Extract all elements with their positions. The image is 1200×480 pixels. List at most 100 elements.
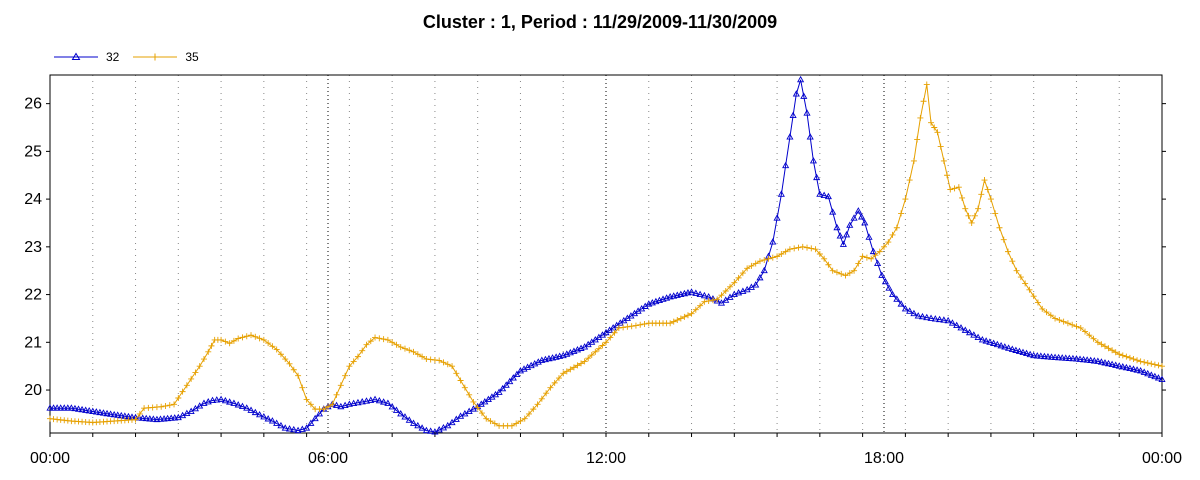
data-point-32 xyxy=(735,289,743,296)
data-point-32 xyxy=(401,413,409,420)
data-point-35 xyxy=(132,416,139,423)
data-point-32 xyxy=(1126,364,1134,372)
data-point-32 xyxy=(234,401,242,408)
data-point-35 xyxy=(947,186,954,193)
data-point-32 xyxy=(1158,375,1166,382)
data-point-35 xyxy=(722,287,729,294)
data-point-35 xyxy=(363,341,370,348)
data-point-32 xyxy=(1008,345,1016,352)
data-point-35 xyxy=(389,339,396,346)
data-point-32 xyxy=(836,232,844,239)
data-point-32 xyxy=(1087,356,1095,364)
data-point-32 xyxy=(388,402,396,410)
y-tick-label: 21 xyxy=(24,334,42,351)
data-point-32 xyxy=(944,316,952,324)
data-point-35 xyxy=(978,191,985,198)
data-point-32 xyxy=(800,92,808,99)
data-point-32 xyxy=(156,415,165,422)
data-point-32 xyxy=(506,377,514,385)
data-point-35 xyxy=(951,185,958,192)
data-point-35 xyxy=(752,260,759,267)
data-point-35 xyxy=(971,212,978,219)
data-point-32 xyxy=(64,404,72,411)
data-point-35 xyxy=(674,317,681,324)
data-point-35 xyxy=(175,394,182,401)
data-point-32 xyxy=(509,374,517,381)
data-point-32 xyxy=(857,213,866,220)
data-point-32 xyxy=(350,399,358,407)
data-point-32 xyxy=(392,406,400,413)
data-point-32 xyxy=(820,191,828,198)
data-point-32 xyxy=(452,415,460,422)
data-point-35 xyxy=(1086,332,1093,339)
data-point-35 xyxy=(1060,318,1067,325)
data-point-32 xyxy=(409,419,418,426)
data-point-32 xyxy=(208,396,217,403)
data-point-35 xyxy=(1056,317,1063,324)
data-point-32 xyxy=(1101,359,1109,366)
data-point-32 xyxy=(816,190,824,197)
data-point-32 xyxy=(713,297,721,304)
data-point-35 xyxy=(714,296,721,303)
data-point-32 xyxy=(247,406,255,413)
data-point-32 xyxy=(1005,344,1013,351)
data-point-35 xyxy=(981,177,988,184)
data-point-32 xyxy=(1072,355,1081,362)
data-point-35 xyxy=(795,244,802,251)
data-point-35 xyxy=(1026,286,1033,293)
data-point-35 xyxy=(166,402,173,409)
data-point-32 xyxy=(311,414,319,422)
data-point-32 xyxy=(839,240,847,247)
data-point-35 xyxy=(449,363,456,370)
data-point-32 xyxy=(756,273,764,281)
data-point-32 xyxy=(139,414,147,421)
data-point-32 xyxy=(204,398,212,405)
data-point-32 xyxy=(422,426,430,434)
y-tick-label: 22 xyxy=(24,287,42,304)
data-point-32 xyxy=(414,421,422,429)
data-point-35 xyxy=(718,292,725,299)
data-point-35 xyxy=(563,368,570,375)
data-point-32 xyxy=(298,425,306,432)
data-point-35 xyxy=(329,401,336,408)
data-point-32 xyxy=(874,259,882,266)
data-point-35 xyxy=(466,391,473,398)
data-point-32 xyxy=(914,312,922,319)
data-point-32 xyxy=(1001,343,1009,350)
data-point-35 xyxy=(1077,324,1084,331)
data-point-32 xyxy=(82,406,90,413)
data-point-32 xyxy=(885,284,893,291)
legend-item-35: 35 xyxy=(133,50,199,64)
data-point-32 xyxy=(230,399,238,406)
data-point-32 xyxy=(850,214,858,221)
data-point-32 xyxy=(238,402,247,410)
data-point-35 xyxy=(1013,267,1020,274)
data-point-35 xyxy=(444,361,451,368)
data-point-35 xyxy=(581,358,588,365)
chart-title: Cluster : 1, Period : 11/29/2009-11/30/2… xyxy=(422,12,778,32)
data-point-35 xyxy=(1144,359,1151,366)
data-point-32 xyxy=(341,401,349,409)
data-point-35 xyxy=(1082,328,1089,335)
data-point-35 xyxy=(1155,362,1162,369)
data-point-35 xyxy=(248,332,255,339)
y-tick-label: 20 xyxy=(24,382,42,399)
data-point-32 xyxy=(997,341,1005,349)
data-point-35 xyxy=(782,248,789,255)
data-point-35 xyxy=(574,362,581,369)
data-point-35 xyxy=(705,297,712,304)
data-point-35 xyxy=(585,355,592,362)
data-point-35 xyxy=(410,348,417,355)
data-point-35 xyxy=(1105,345,1112,352)
data-point-35 xyxy=(252,333,259,340)
data-point-32 xyxy=(846,221,854,228)
data-point-35 xyxy=(804,244,811,251)
data-point-35 xyxy=(1073,323,1080,330)
x-tick-label: 06:00 xyxy=(308,450,348,467)
data-point-35 xyxy=(431,356,438,363)
data-point-35 xyxy=(756,258,763,265)
data-point-32 xyxy=(940,316,948,323)
y-tick-label: 25 xyxy=(24,143,42,160)
data-point-35 xyxy=(595,345,602,352)
data-point-32 xyxy=(687,288,696,295)
